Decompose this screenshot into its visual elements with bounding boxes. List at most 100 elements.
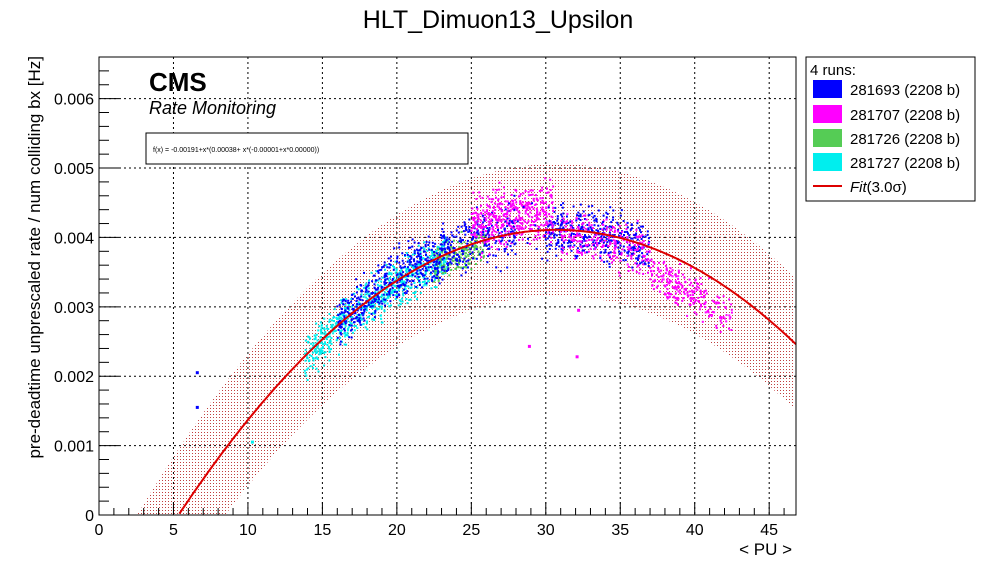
data-point <box>601 234 604 237</box>
data-point <box>529 211 532 214</box>
data-point <box>531 202 533 205</box>
data-point <box>491 211 493 214</box>
data-point <box>503 243 506 246</box>
data-point <box>486 232 489 235</box>
data-point <box>305 354 308 357</box>
data-point <box>477 236 480 239</box>
data-point <box>513 194 516 197</box>
data-point <box>679 292 682 295</box>
data-point <box>475 228 478 231</box>
data-point <box>609 251 612 254</box>
data-point <box>366 297 369 300</box>
data-point <box>662 262 665 264</box>
data-point <box>446 236 449 239</box>
data-point <box>431 256 434 259</box>
data-point <box>668 292 671 295</box>
data-point <box>431 254 434 257</box>
data-point <box>509 210 512 213</box>
data-point <box>437 277 440 280</box>
data-point <box>516 208 519 211</box>
data-point <box>470 213 473 215</box>
data-point <box>671 285 674 288</box>
data-point <box>613 234 616 237</box>
data-point <box>405 271 408 274</box>
data-point <box>392 290 395 293</box>
data-point <box>597 224 600 227</box>
data-point <box>419 251 422 254</box>
data-point <box>464 271 467 274</box>
data-point <box>460 230 463 233</box>
data-point <box>488 247 491 250</box>
data-point <box>485 240 488 243</box>
data-point <box>554 222 557 225</box>
data-point <box>381 305 383 308</box>
data-point <box>513 227 516 230</box>
data-point <box>677 290 680 293</box>
data-point <box>666 297 669 300</box>
data-point <box>472 257 474 260</box>
data-point <box>488 214 491 217</box>
data-point <box>445 254 448 257</box>
data-point <box>477 254 480 256</box>
legend-swatch-281726 <box>813 129 842 147</box>
data-point <box>617 228 620 231</box>
data-point <box>697 283 700 285</box>
data-point <box>356 297 358 300</box>
data-point <box>407 285 410 288</box>
data-point <box>606 260 609 263</box>
data-point <box>710 315 713 318</box>
data-point <box>347 312 350 315</box>
data-point <box>588 244 591 247</box>
data-point <box>482 241 485 244</box>
data-point <box>573 244 576 247</box>
data-point <box>463 248 466 251</box>
data-point <box>429 273 432 276</box>
data-point <box>477 218 480 221</box>
data-point <box>614 239 617 242</box>
data-point <box>448 241 451 244</box>
data-point <box>491 231 494 234</box>
data-point <box>501 236 504 239</box>
data-point <box>502 214 505 217</box>
data-point <box>652 270 655 273</box>
data-point <box>444 250 447 253</box>
data-point <box>424 269 427 272</box>
data-point <box>499 218 502 221</box>
data-point <box>610 261 613 264</box>
data-point <box>380 300 383 303</box>
data-point <box>496 221 499 224</box>
data-point <box>456 253 459 256</box>
data-point <box>690 300 692 302</box>
data-point <box>436 277 439 280</box>
data-point <box>371 305 374 308</box>
data-point <box>356 316 359 319</box>
data-point <box>536 209 539 212</box>
data-point <box>316 358 319 360</box>
data-point <box>507 203 510 206</box>
data-point <box>500 196 503 199</box>
data-point <box>618 253 621 255</box>
data-point <box>676 282 679 285</box>
data-point-outlier <box>575 355 579 359</box>
data-point <box>324 351 327 354</box>
data-point <box>560 238 563 241</box>
data-point <box>674 287 677 290</box>
data-point <box>385 288 388 291</box>
data-point <box>617 241 620 244</box>
data-point <box>428 259 431 262</box>
data-point <box>469 230 471 233</box>
data-point <box>422 262 425 265</box>
data-point <box>694 287 697 290</box>
data-point <box>527 191 530 194</box>
data-point <box>380 317 383 320</box>
data-point <box>400 280 403 283</box>
data-point <box>368 311 371 314</box>
data-point <box>678 282 681 285</box>
data-point <box>328 351 331 353</box>
data-point <box>510 242 513 245</box>
data-point <box>377 301 380 304</box>
data-point <box>455 229 458 232</box>
data-point <box>495 219 498 221</box>
data-point <box>582 228 585 231</box>
